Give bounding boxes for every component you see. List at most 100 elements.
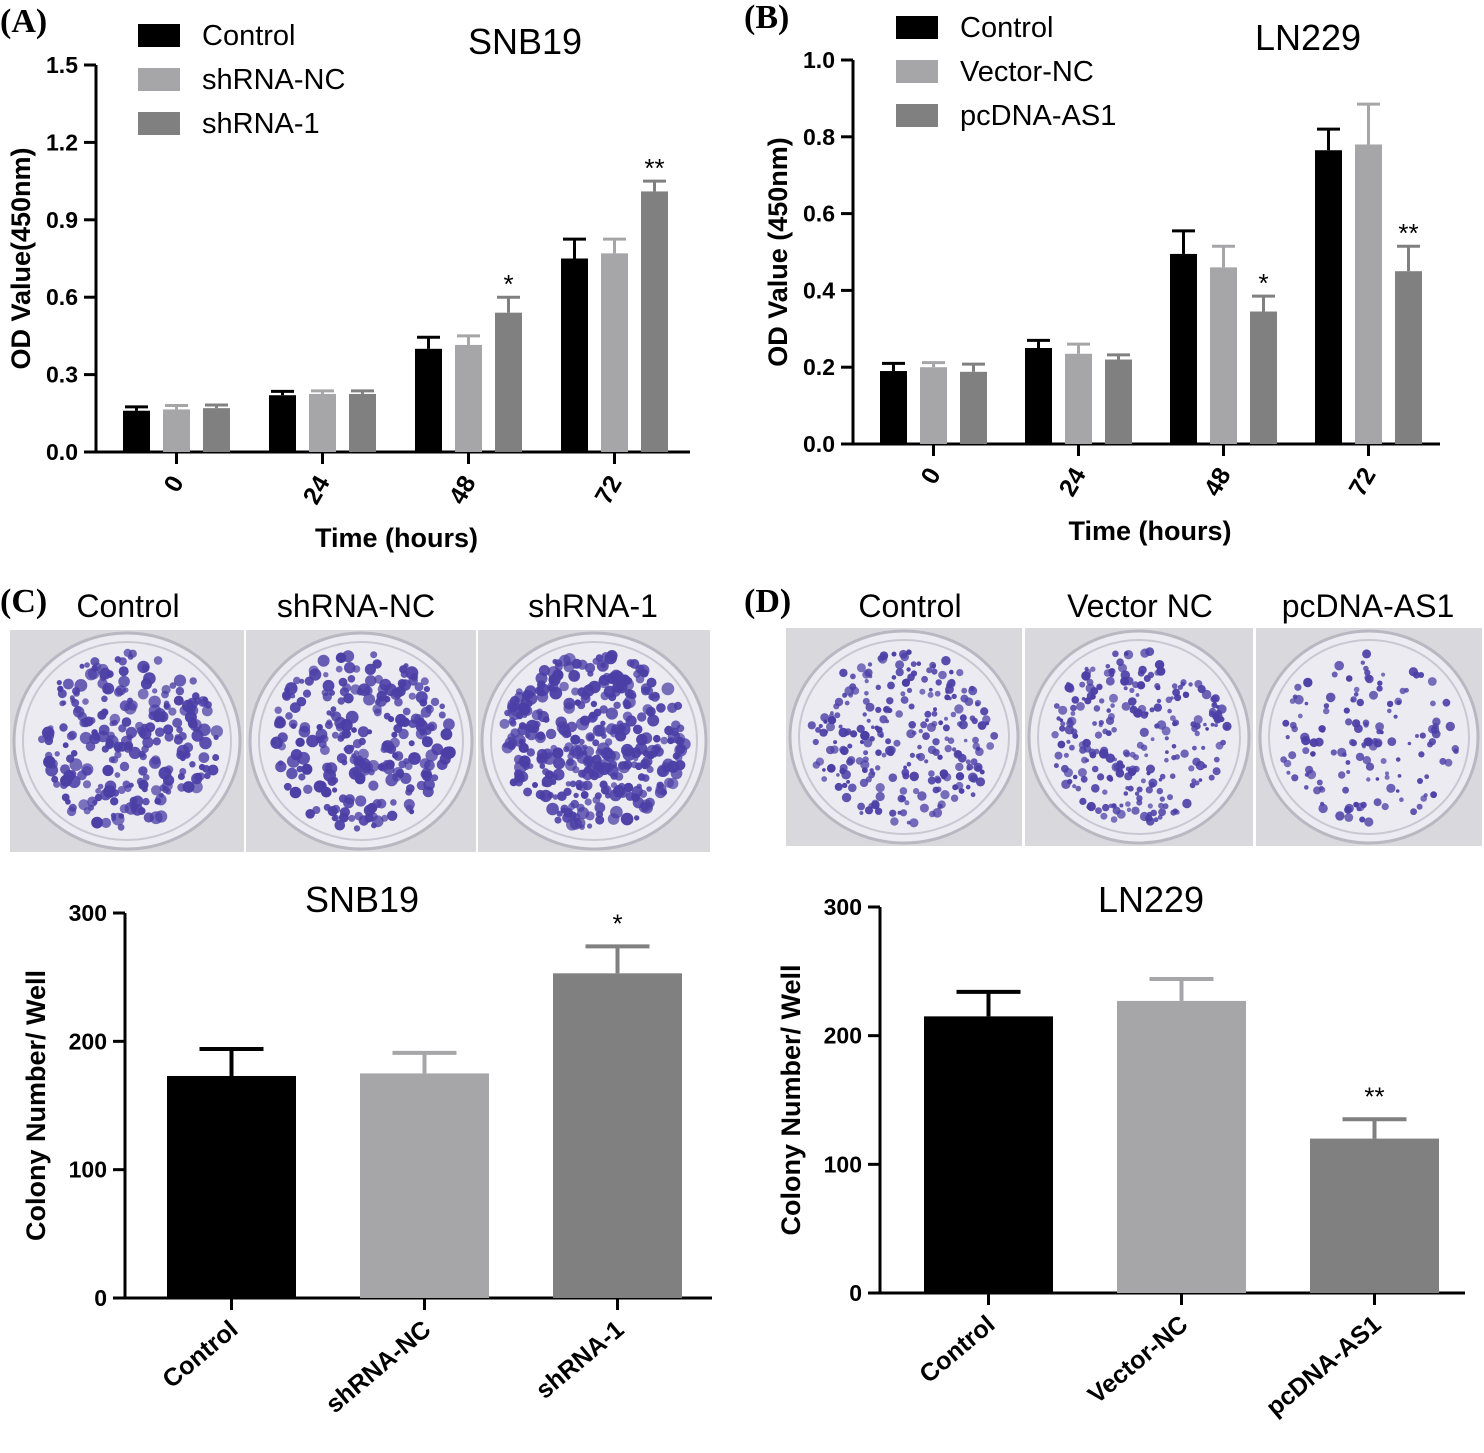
legend-label: Control	[960, 12, 1054, 44]
colony	[1203, 722, 1207, 727]
colony	[1189, 782, 1196, 789]
colony	[322, 692, 332, 702]
colony	[135, 721, 144, 731]
colony	[1136, 681, 1146, 690]
colony	[1342, 752, 1347, 757]
colony	[563, 702, 575, 714]
colony	[1167, 708, 1172, 714]
bar-control-72	[1315, 150, 1342, 445]
colony	[1159, 773, 1166, 780]
colony	[118, 724, 127, 733]
x-tick-label: 72	[1344, 463, 1382, 501]
colony	[85, 668, 98, 681]
colony	[186, 697, 198, 710]
colony	[908, 721, 916, 729]
colony	[302, 689, 312, 698]
colony	[1393, 714, 1398, 719]
colony	[1158, 802, 1164, 809]
colony	[916, 661, 922, 666]
colony	[1415, 734, 1419, 738]
colony	[1169, 773, 1176, 779]
colony	[79, 663, 85, 669]
y-tick-label: 0.6	[803, 201, 835, 227]
colony	[948, 696, 952, 701]
legend-swatch	[896, 16, 938, 39]
colony	[1053, 703, 1060, 709]
colony	[274, 706, 282, 714]
colony	[592, 739, 600, 747]
colony	[1107, 713, 1115, 720]
colony	[82, 766, 92, 776]
colony	[875, 706, 882, 714]
bar-vector-nc	[1117, 1000, 1246, 1293]
colony	[415, 691, 428, 704]
colony	[514, 760, 527, 774]
colony	[369, 812, 378, 821]
colony	[1125, 786, 1130, 790]
colony	[1419, 732, 1426, 739]
colony	[1180, 749, 1189, 758]
colony	[1091, 765, 1099, 773]
colony	[1380, 758, 1387, 764]
colony	[521, 705, 533, 717]
colony	[612, 681, 624, 693]
y-axis-title: Colony Number/ Well	[776, 964, 806, 1235]
colony	[1137, 669, 1145, 677]
colony	[1076, 702, 1085, 711]
colony	[1330, 749, 1337, 756]
colony	[338, 677, 348, 687]
colony	[90, 657, 100, 667]
colony	[275, 761, 287, 773]
colony	[1428, 738, 1436, 746]
colony	[1420, 795, 1427, 802]
colony	[889, 809, 897, 817]
colony	[909, 771, 919, 782]
colony	[85, 741, 96, 752]
colony	[598, 676, 610, 689]
colony	[1067, 717, 1073, 724]
colony	[1170, 696, 1174, 700]
x-tick-label: shRNA-NC	[320, 1315, 436, 1419]
colony	[848, 783, 857, 793]
panel-letter-c: (C)	[0, 583, 47, 620]
colony	[142, 797, 150, 806]
colony	[568, 670, 581, 682]
colony	[676, 724, 685, 733]
colony	[836, 773, 840, 777]
colony	[887, 745, 896, 755]
colony	[175, 686, 185, 696]
colony	[1344, 813, 1354, 822]
colony	[103, 785, 116, 798]
colony	[329, 711, 336, 718]
colony	[587, 670, 594, 677]
colony	[353, 825, 361, 832]
colony	[1208, 774, 1215, 781]
colony	[364, 663, 376, 676]
colony	[1375, 777, 1380, 781]
bar-control-48	[1170, 253, 1197, 444]
colony	[398, 728, 409, 740]
colony	[537, 710, 549, 723]
colony	[1119, 803, 1124, 808]
colony	[640, 669, 649, 678]
bar-control	[924, 1016, 1053, 1293]
colony	[1127, 785, 1134, 792]
colony	[1310, 751, 1316, 757]
y-tick-label: 1.2	[46, 129, 78, 155]
colony	[842, 692, 848, 698]
colony	[631, 785, 643, 798]
y-tick-label: 0.4	[803, 277, 835, 303]
colony	[635, 674, 645, 684]
significance-star: *	[1258, 268, 1268, 298]
colony	[1430, 791, 1437, 799]
colony	[123, 744, 133, 753]
colony	[970, 792, 976, 798]
colony	[939, 769, 949, 778]
colony	[955, 762, 964, 772]
y-tick-label: 1.5	[46, 52, 78, 78]
colony	[210, 725, 223, 738]
chart-title: SNB19	[468, 21, 582, 62]
colony	[646, 677, 657, 688]
colony	[661, 682, 675, 696]
